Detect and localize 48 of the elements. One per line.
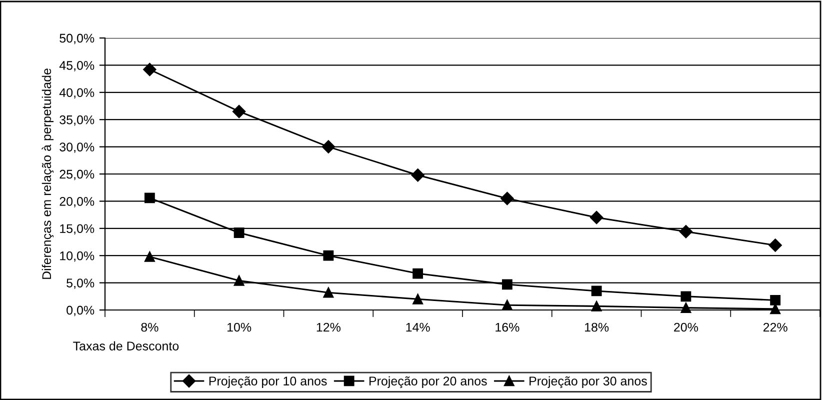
y-tick-label: 45,0% xyxy=(59,61,94,72)
point xyxy=(411,168,424,182)
x-tick-label: 10% xyxy=(228,322,252,332)
point xyxy=(770,295,781,306)
point xyxy=(232,104,246,118)
point xyxy=(680,291,692,302)
y-axis-title: Diferenças em relação à perpetuidade xyxy=(42,68,54,279)
point xyxy=(502,300,512,310)
y-tick-label: 35,0% xyxy=(60,115,94,126)
x-tick-label: 12% xyxy=(316,322,340,332)
point xyxy=(412,268,424,279)
x-axis-title: Taxas de Desconto xyxy=(73,341,179,350)
y-tick-label: 25,0% xyxy=(60,170,94,180)
y-tick-label: 50,0% xyxy=(60,34,94,44)
point xyxy=(323,287,334,298)
point xyxy=(234,275,244,286)
legend-label: Projeção por 30 anos xyxy=(530,376,647,388)
x-tick-label: 22% xyxy=(763,322,788,332)
point xyxy=(770,304,781,314)
y-tick-label: 15,0% xyxy=(60,224,94,235)
point xyxy=(143,62,156,76)
point xyxy=(234,228,244,238)
y-tick-label: 10,0% xyxy=(60,251,94,262)
y-tick-label: 30,0% xyxy=(60,142,94,153)
y-tick-label: 0,0% xyxy=(66,306,94,316)
point xyxy=(591,286,602,296)
point xyxy=(144,251,155,262)
point xyxy=(502,279,512,290)
x-tick-label: 20% xyxy=(674,322,698,332)
legend-label: Projeção por 10 anos xyxy=(209,376,327,388)
point xyxy=(322,140,336,154)
x-tick-label: 18% xyxy=(585,322,609,332)
x-tick-label: 8% xyxy=(141,322,158,332)
point xyxy=(412,294,424,304)
y-tick-label: 40,0% xyxy=(59,88,94,99)
point xyxy=(768,238,782,252)
point xyxy=(323,250,334,261)
x-tick-label: 14% xyxy=(406,322,430,332)
y-tick-label: 5,0% xyxy=(66,278,94,289)
legend-label: Projeção por 20 anos xyxy=(369,376,487,388)
x-tick-label: 16% xyxy=(496,322,520,332)
point xyxy=(500,192,514,206)
point xyxy=(591,300,602,312)
point xyxy=(680,302,692,314)
point xyxy=(144,192,155,204)
point xyxy=(679,225,693,238)
y-tick-label: 20,0% xyxy=(60,197,94,208)
point xyxy=(590,210,604,224)
